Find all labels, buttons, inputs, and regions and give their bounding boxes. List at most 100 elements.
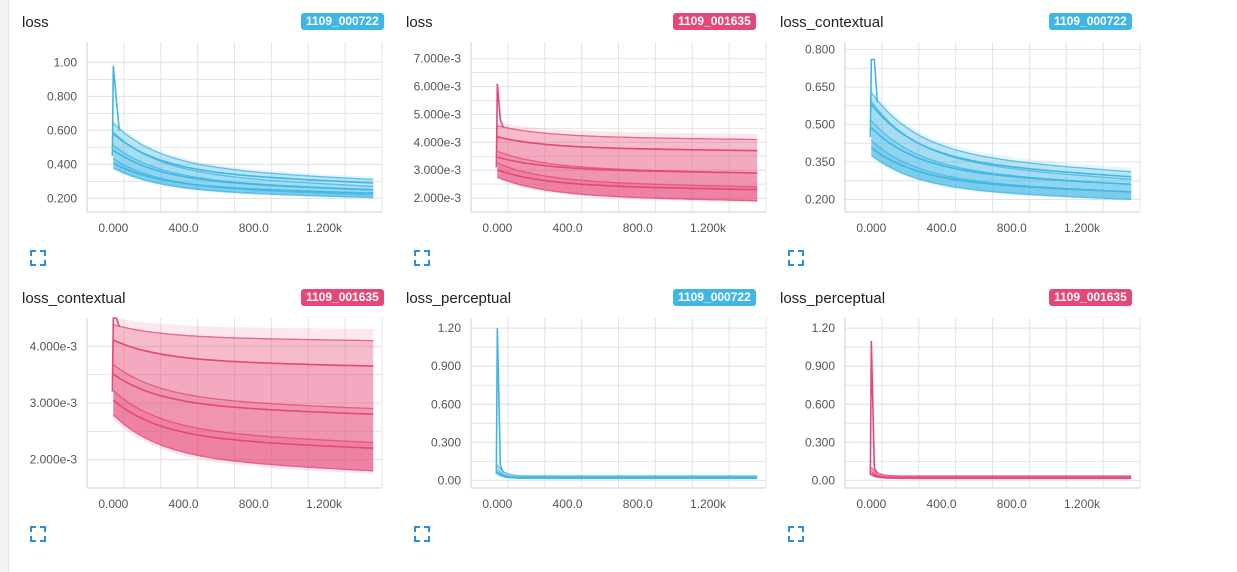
x-tick-label: 1.200k <box>690 221 727 235</box>
y-tick-label: 2.000e-3 <box>414 191 462 205</box>
series-line <box>496 472 758 479</box>
x-tick-label: 1.200k <box>1064 497 1101 511</box>
x-tick-label: 400.0 <box>553 221 583 235</box>
series-line <box>112 373 374 415</box>
y-tick-label: 0.600 <box>805 397 835 411</box>
series-band <box>497 163 758 201</box>
series-line <box>870 147 1132 193</box>
x-tick-label: 400.0 <box>169 497 199 511</box>
series-spike <box>495 328 505 475</box>
chart-title: loss_contextual <box>780 14 884 31</box>
y-tick-label: 3.000e-3 <box>414 163 462 177</box>
chart-card: loss 1109_001635 2.000e-3 3.000e-3 4.000e-3 5… <box>396 0 768 276</box>
x-tick-label: 1.200k <box>1064 221 1101 235</box>
y-tick-label: 0.200 <box>47 191 77 205</box>
loss-chart: 0.200 0.400 0.600 0.800 1.00 0.000 400.0 800.0 1… <box>47 42 383 235</box>
run-badge: 1109_001635 <box>673 13 756 30</box>
y-tick-label: 0.400 <box>47 157 77 171</box>
run-badge: 1109_001635 <box>1049 289 1132 306</box>
series-spike <box>869 340 879 476</box>
series-line <box>113 167 374 199</box>
series-line <box>112 399 374 449</box>
expand-icon[interactable] <box>414 526 430 542</box>
loss-chart: 2.000e-3 3.000e-3 4.000e-3 0.000 400.0 800.0 1… <box>30 317 383 511</box>
y-tick-label: 0.650 <box>805 80 835 94</box>
expand-icon[interactable] <box>788 526 804 542</box>
y-tick-label: 4.000e-3 <box>30 339 78 353</box>
chart-card: loss_perceptual 1109_001635 0.00 0.300 0.600… <box>770 276 1142 552</box>
x-tick-label: 800.0 <box>239 221 269 235</box>
series-line <box>497 169 758 191</box>
series-line <box>870 127 1132 186</box>
x-tick-label: 800.0 <box>239 497 269 511</box>
chart-title: loss_perceptual <box>780 290 886 307</box>
y-tick-label: 6.000e-3 <box>414 80 462 94</box>
chart-card: loss_perceptual 1109_000722 0.00 0.300 0.600… <box>396 276 768 552</box>
y-tick-label: 0.900 <box>431 359 461 373</box>
series-line <box>112 339 374 367</box>
series-line <box>497 176 758 202</box>
loss-chart: 0.00 0.300 0.600 0.900 1.20 0.000 400.0 800.0 1.… <box>805 318 1141 511</box>
y-tick-label: 0.350 <box>805 155 835 169</box>
series-line <box>497 156 758 174</box>
y-tick-label: 0.600 <box>47 123 77 137</box>
series-spike <box>495 83 505 168</box>
y-tick-label: 1.20 <box>812 321 836 335</box>
series-line <box>870 473 1132 479</box>
x-tick-label: 1.200k <box>306 221 343 235</box>
x-tick-label: 0.000 <box>98 221 128 235</box>
series-line <box>112 131 374 187</box>
series-line <box>112 149 374 191</box>
y-tick-label: 0.00 <box>812 473 836 487</box>
x-tick-label: 400.0 <box>553 497 583 511</box>
chart-card: loss_contextual 1109_000722 0.200 0.350 0.50… <box>770 0 1142 276</box>
series-spike <box>111 65 121 156</box>
series-band <box>871 120 1132 192</box>
expand-icon[interactable] <box>788 250 804 266</box>
x-tick-label: 0.000 <box>98 497 128 511</box>
series-line <box>870 92 1132 173</box>
series-band <box>113 145 374 195</box>
expand-icon[interactable] <box>30 526 46 542</box>
y-tick-label: 0.800 <box>47 89 77 103</box>
chart-title: loss <box>406 14 433 31</box>
series-line <box>870 154 1132 201</box>
series-line <box>496 464 758 477</box>
series-line <box>112 390 374 444</box>
series-line <box>112 364 374 410</box>
x-tick-label: 800.0 <box>623 221 653 235</box>
x-tick-label: 0.000 <box>482 221 512 235</box>
loss-chart: 0.200 0.350 0.500 0.650 0.800 0.000 400.0 800.0… <box>805 42 1141 235</box>
y-tick-label: 0.600 <box>431 397 461 411</box>
y-tick-label: 0.900 <box>805 359 835 373</box>
series-line <box>497 125 758 141</box>
series-line <box>112 162 374 194</box>
chart-grid: loss 1109_000722 0.200 0.400 0.600 0.800 1.00 0… <box>12 0 1230 572</box>
y-tick-label: 4.000e-3 <box>414 135 462 149</box>
expand-icon[interactable] <box>414 250 430 266</box>
x-tick-label: 400.0 <box>927 221 957 235</box>
y-tick-label: 7.000e-3 <box>414 52 462 66</box>
series-line <box>870 103 1132 178</box>
run-badge: 1109_000722 <box>301 13 384 30</box>
y-tick-label: 0.200 <box>805 193 835 207</box>
series-line <box>113 323 374 342</box>
x-tick-label: 400.0 <box>169 221 199 235</box>
series-band <box>113 123 374 187</box>
left-sidebar-edge <box>0 0 9 572</box>
loss-chart: 0.00 0.300 0.600 0.900 1.20 0.000 400.0 800.0 1.… <box>431 318 767 511</box>
run-badge: 1109_001635 <box>301 289 384 306</box>
x-tick-label: 800.0 <box>997 221 1027 235</box>
y-tick-label: 3.000e-3 <box>30 396 78 410</box>
series-spike <box>869 58 879 138</box>
expand-icon[interactable] <box>30 250 46 266</box>
series-line <box>112 414 374 472</box>
series-band <box>113 364 374 443</box>
x-tick-label: 0.000 <box>482 497 512 511</box>
series-line <box>497 162 758 188</box>
x-tick-label: 0.000 <box>856 497 886 511</box>
y-tick-label: 0.800 <box>805 43 835 57</box>
chart-title: loss_perceptual <box>406 290 512 307</box>
x-tick-label: 1.200k <box>306 497 343 511</box>
x-tick-label: 400.0 <box>927 497 957 511</box>
